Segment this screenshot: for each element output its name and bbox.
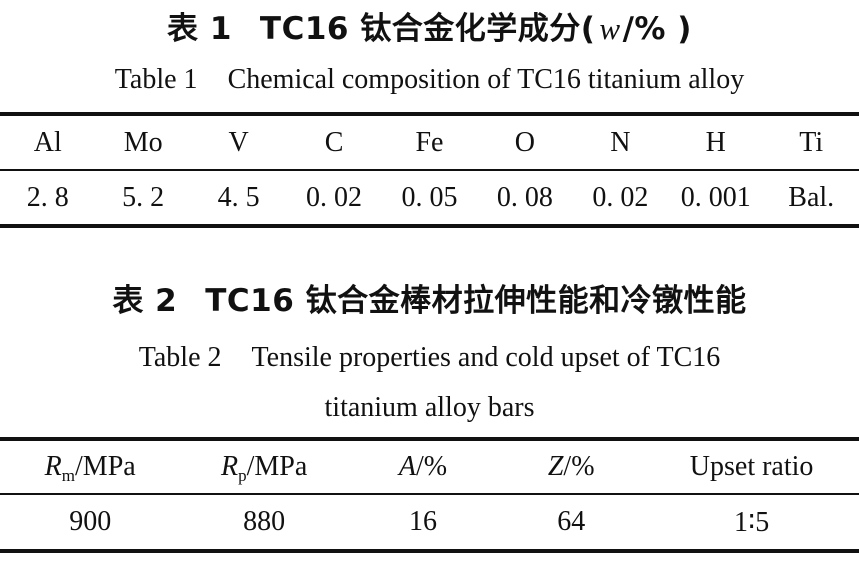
table1-header-fe: Fe — [381, 114, 478, 171]
table1-value-v: 4. 5 — [217, 181, 260, 213]
table1-title-zh-text: TC16 钛合金化学成分( — [259, 11, 596, 47]
table1-caption-en-text: Chemical composition of TC16 titanium al… — [227, 64, 745, 95]
table1-header-row: Al Mo V C Fe O N H Ti — [0, 114, 859, 171]
table1-header-h: H — [668, 114, 764, 171]
table1-value-c: 0. 02 — [306, 181, 363, 213]
table-row: 2. 8 5. 2 4. 5 0. 02 0. 05 0. 08 0. 02 0… — [0, 170, 859, 226]
table1-value-fe: 0. 05 — [401, 181, 458, 213]
table1-value-al: 2. 8 — [26, 181, 69, 213]
table1-title-variable: w — [599, 11, 621, 46]
table2-value-rm: 900 — [69, 506, 112, 537]
table1-value-h: 0. 001 — [680, 181, 751, 213]
table2-title-zh: 表 2 TC16 钛合金棒材拉伸性能和冷镦性能 — [0, 278, 859, 324]
table2-header-row: Rm/MPa Rp/MPa A/% Z/% Upset ratio — [0, 439, 859, 495]
table2-header-rm: Rm/MPa — [0, 439, 181, 495]
table2-header-z: Z/% — [498, 439, 645, 495]
table2-header-rp: Rp/MPa — [180, 439, 348, 495]
table-row: 900 880 16 64 1∶5 — [0, 494, 859, 551]
table2-value-rp: 880 — [243, 506, 286, 537]
table2-value-a: 16 — [409, 506, 438, 537]
table2-title-zh-text: TC16 钛合金棒材拉伸性能和冷镦性能 — [205, 283, 747, 319]
table2-header-upset-ratio: Upset ratio — [644, 439, 859, 495]
table1-header-al: Al — [0, 114, 96, 171]
table1-header-v: V — [190, 114, 287, 171]
table2-caption-en-line2: titanium alloy bars — [324, 392, 535, 423]
table2-number-en: Table 2 — [138, 342, 222, 373]
table2-caption-en-text: Tensile properties and cold upset of TC1… — [251, 342, 721, 373]
table1-title-zh-suffix: /% ) — [622, 11, 692, 47]
table1-number-zh: 表 1 — [167, 11, 232, 47]
table1-value-o: 0. 08 — [496, 181, 553, 213]
table2-caption-en-line1: Table 2 Tensile properties and cold upset… — [0, 338, 859, 378]
table1-value-ti: Bal. — [788, 181, 835, 213]
table1-value-n: 0. 02 — [592, 181, 649, 213]
table1-header-mo: Mo — [95, 114, 191, 171]
table1-title-zh: 表 1 TC16 钛合金化学成分(w/% ) — [0, 6, 859, 52]
table1-number-en: Table 1 — [114, 64, 198, 95]
table1-header-o: O — [477, 114, 573, 171]
table2-number-zh: 表 2 — [112, 283, 178, 319]
table1-data: 2. 8 5. 2 4. 5 0. 02 0. 05 0. 08 0. 02 0… — [0, 170, 859, 226]
table2-data: 900 880 16 64 1∶5 — [0, 494, 859, 551]
table2-header-a: A/% — [347, 439, 499, 495]
table1-value-mo: 5. 2 — [122, 181, 165, 213]
table1-header-c: C — [286, 114, 382, 171]
table1-header-n: N — [572, 114, 669, 171]
table2-tensile-properties: Rm/MPa Rp/MPa A/% Z/% Upset ratio 900 88… — [0, 437, 859, 553]
table2-value-upset-ratio: 1∶5 — [733, 507, 770, 538]
table1-header-ti: Ti — [763, 114, 859, 171]
table1-chemical-composition: Al Mo V C Fe O N H Ti 2. 8 5. 2 4. 5 0. … — [0, 112, 859, 228]
table1-caption-en: Table 1 Chemical composition of TC16 tita… — [0, 60, 859, 100]
table2-value-z: 64 — [557, 506, 586, 537]
